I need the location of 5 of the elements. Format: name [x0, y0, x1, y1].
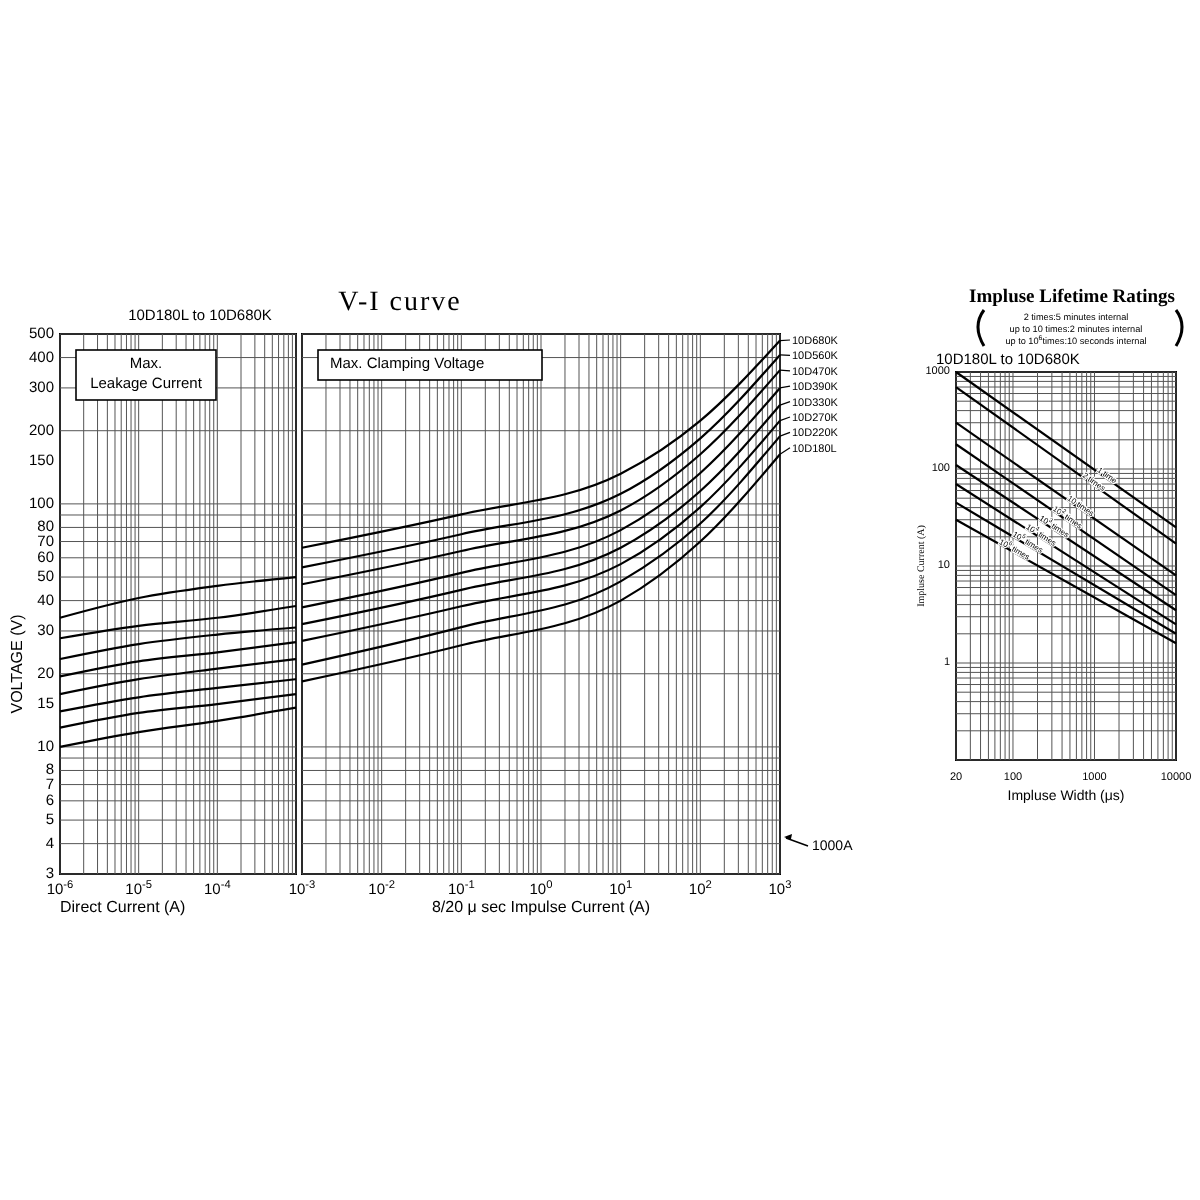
x-axis-title: Direct Current (A)	[60, 898, 187, 916]
chart-title: Impluse Lifetime Ratings	[969, 288, 1176, 308]
y-axis-title: VOLTAGE (V)	[8, 613, 26, 714]
x-axis-title: 8/20 μ sec Impulse Current (A)	[431, 898, 651, 916]
chart-title: V-I curve	[338, 288, 462, 318]
